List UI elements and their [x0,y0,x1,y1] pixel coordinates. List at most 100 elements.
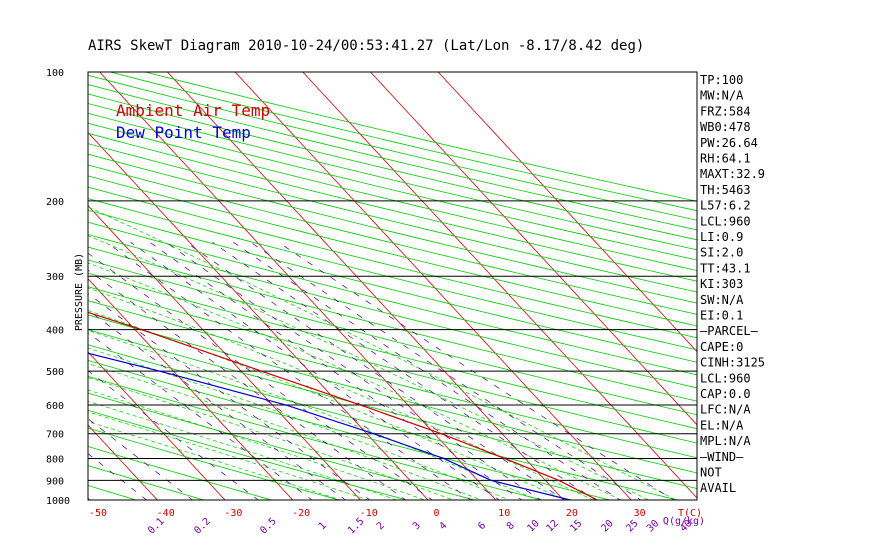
ambient-temp-point [558,479,560,482]
mixing-ratio-line [88,293,371,500]
mixing-ratio-line [278,242,675,500]
mixing-ratio-label: 0.2 [192,516,213,537]
isotherm-line [302,72,697,499]
index-label: MPL:N/A [700,434,751,448]
legend-dew-point: Dew Point Temp [116,123,251,142]
dry-adiabat-line [88,103,697,251]
index-label: SI:2.0 [700,246,743,260]
isotherm-line [0,62,31,509]
index-label: LCL:960 [700,214,751,228]
isotherm-line [234,72,632,500]
mixing-ratio-label: 12 [544,518,560,534]
mixing-ratio-label: 3 [411,520,423,532]
index-label: CINH:3125 [700,356,765,370]
bottom-temp-tick-label: 30 [634,508,646,519]
bottom-temp-tick-label: 20 [566,508,578,519]
dew-point-point [372,432,375,435]
dry-adiabat-line [88,143,697,293]
mixing-ratio-line [212,242,597,500]
dry-adiabat-line [88,300,697,459]
mixing-ratio-label: 6 [476,520,488,532]
dry-adiabat-line [0,62,32,509]
index-label: TP:100 [700,73,743,87]
moist-adiabat-line [88,389,426,500]
dry-adiabat-line [88,246,697,402]
dry-adiabat-line [88,376,544,500]
dry-adiabat-line [88,175,697,327]
index-label: SW:N/A [700,293,744,307]
dry-adiabat-line [0,62,100,509]
mixing-ratio-line [130,242,500,500]
pressure-tick-label: 500 [46,367,64,378]
pressure-tick-label: 1000 [46,496,70,507]
index-label: EI:0.1 [700,309,743,323]
dew-point-line [88,352,571,500]
ambient-temp-point [359,404,362,406]
dry-adiabat-line [88,164,697,315]
ambient-temp-point [440,432,443,435]
dry-adiabat-line [88,112,697,261]
mixing-ratio-label: 0.5 [258,516,279,537]
dry-adiabat-line [88,286,697,444]
moist-adiabat-line [88,262,622,500]
y-axis-label: PRESSURE (MB) [74,253,85,331]
series-layer [88,311,599,500]
pressure-tick-label: 100 [46,68,64,79]
dry-adiabat-line [88,198,697,351]
index-label: LI:0.9 [700,230,743,244]
dry-adiabat-line [88,446,273,500]
mixing-ratio-label: 15 [568,518,584,534]
mixing-ratio-line [88,269,407,500]
mixing-ratio-line [250,242,642,500]
mixing-ratio-label: 4 [437,520,449,532]
ambient-temp-point [260,370,263,372]
temp-unit-label: T(C) [678,508,702,519]
index-label: EL:N/A [700,418,744,432]
dry-adiabat-line [88,221,697,376]
isotherm-line [437,72,697,353]
mixing-ratio-line [233,242,621,500]
mixing-ratio-label: 30 [645,518,661,534]
dew-point-point [490,479,493,482]
dry-adiabat-line [88,329,697,489]
dry-adiabat-line [88,209,697,363]
mixing-ratio-line [106,242,472,500]
index-label: MAXT:32.9 [700,167,765,181]
mixing-ratio-label: 0.1 [146,516,167,537]
mixing-ratio-line [185,242,565,500]
index-label: MW:N/A [700,89,744,103]
bottom-temp-tick-label: 0 [433,508,439,519]
pressure-tick-label: 300 [46,272,64,283]
bottom-temp-tick-label: -50 [89,508,107,519]
grid-layer [0,62,697,509]
mixing-ratio-line [88,418,194,500]
mixing-ratio-label: 1.5 [346,516,367,537]
mixing-ratio-label: 10 [525,518,541,534]
mixing-ratio-line [88,332,313,500]
bottom-temp-tick-label: -20 [292,508,310,519]
pressure-tick-label: 700 [46,430,64,441]
legend-ambient-temp: Ambient Air Temp [116,101,270,120]
dry-adiabat-line [88,186,697,339]
index-label: FRZ:584 [700,104,751,118]
index-label: LCL:960 [700,371,751,385]
isotherm-line [99,72,497,500]
pressure-tick-label: 800 [46,455,64,466]
isotherm-line [88,351,226,500]
bottom-temp-tick-label: 10 [498,508,510,519]
dry-adiabat-line [88,234,697,389]
ambient-temp-point [141,328,143,331]
dry-adiabat-line [88,359,612,500]
isotherm-line [166,72,565,500]
dry-adiabat-line [88,314,697,474]
index-label: CAPE:0 [700,340,743,354]
mixing-ratio-line [88,370,259,500]
index-label: —WIND— [700,450,744,464]
index-label: LFC:N/A [700,403,751,417]
mixing-ratio-label: 20 [599,518,615,534]
mixing-ratio-line [88,309,347,500]
plot-frame [87,71,698,501]
index-label: TH:5463 [700,183,751,197]
ambient-temp-point [504,457,506,460]
